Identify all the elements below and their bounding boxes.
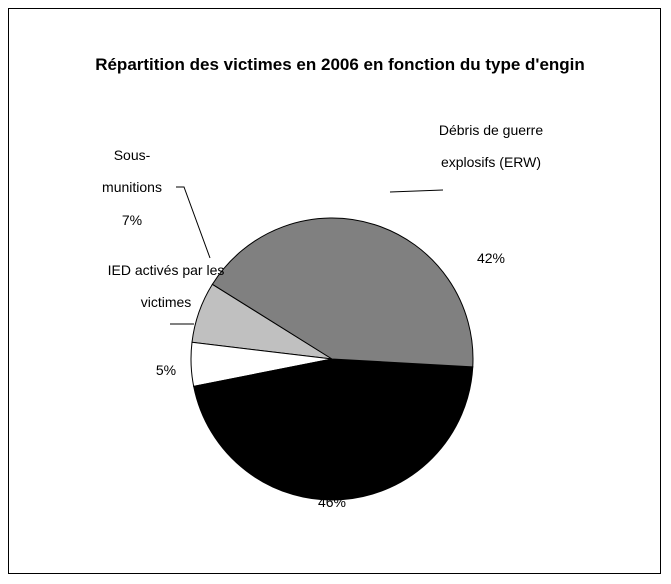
slice-value-label: 42% <box>476 250 506 266</box>
pie-slice <box>211 217 474 368</box>
slice-value-label: 46% <box>317 494 347 510</box>
slice-label: IED activés par les victimes <box>107 262 225 310</box>
leader-line <box>176 186 211 259</box>
slice-value-label: 5% <box>155 362 177 378</box>
slice-label: Sous-munitions <box>102 147 162 195</box>
slice-label: Mines <box>313 462 351 478</box>
chart-title: Répartition des victimes en 2006 en fonc… <box>95 55 585 74</box>
chart-frame <box>8 8 661 574</box>
pie-slice <box>193 358 474 501</box>
slice-value-label: 7% <box>121 212 143 228</box>
leader-line <box>389 189 444 193</box>
slice-label: Débris de guerre explosifs (ERW) <box>438 122 544 170</box>
